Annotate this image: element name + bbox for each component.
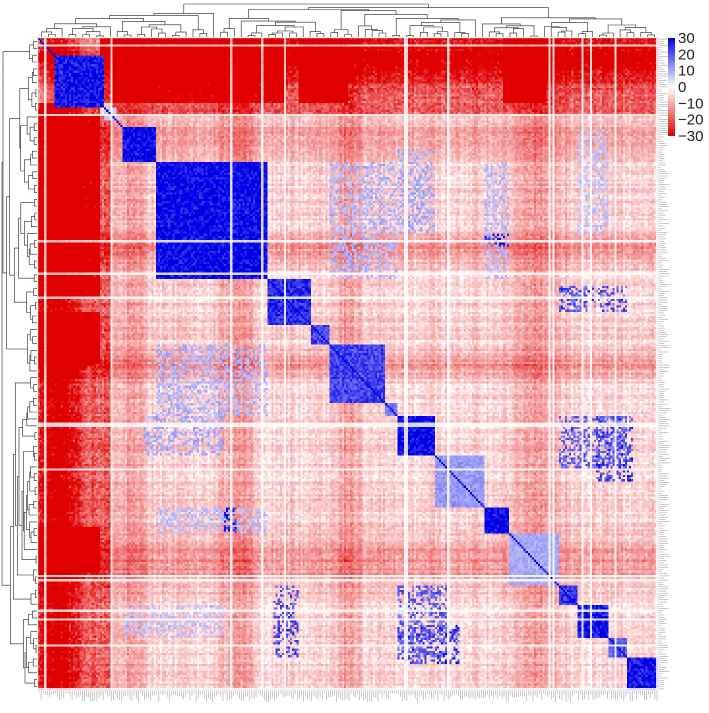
color-legend-tick-label: −10	[678, 95, 703, 112]
column-dendrogram-branches	[41, 3, 655, 37]
row-label-ticks	[659, 38, 670, 690]
color-legend-tick-label: 30	[678, 30, 695, 47]
color-legend-tick-label: −30	[678, 128, 703, 145]
row-tick-marks	[659, 38, 670, 690]
row-dendrogram-branches	[1, 41, 37, 687]
column-tick-marks	[38, 691, 658, 702]
column-label-ticks	[38, 691, 658, 702]
row-dendrogram	[1, 41, 37, 687]
heatmap-frame	[37, 37, 659, 691]
color-legend-tick-label: −20	[678, 112, 703, 129]
color-legend-tick-label: 20	[678, 46, 695, 63]
column-dendrogram	[41, 3, 655, 37]
heatmap-cells	[38, 38, 658, 690]
heatmap-matrix	[37, 37, 659, 691]
color-legend-tick-label: 10	[678, 63, 695, 80]
color-legend-tick-label: 0	[678, 79, 686, 96]
color-legend-bar	[668, 38, 675, 136]
